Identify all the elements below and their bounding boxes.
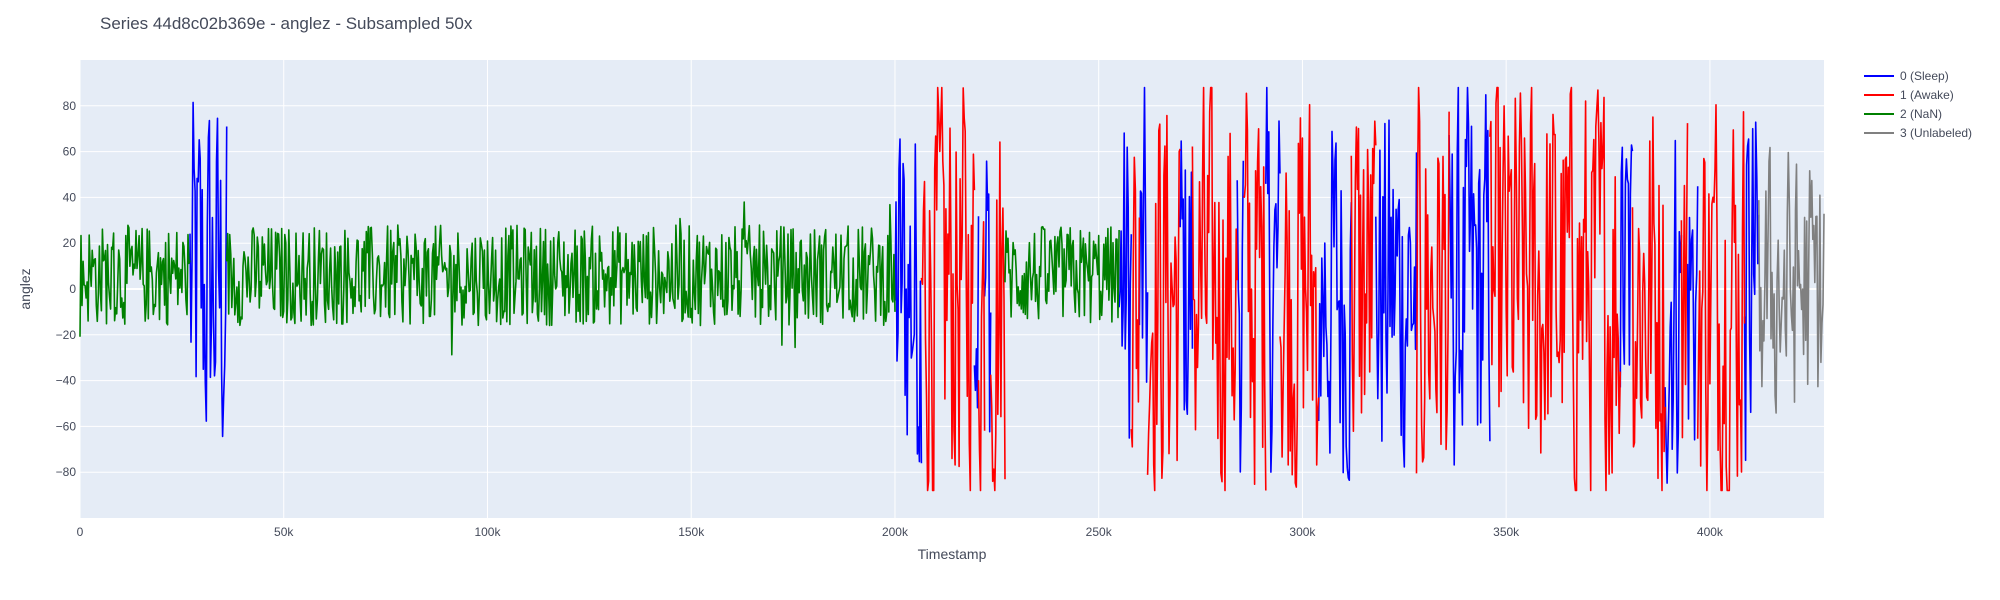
- series-layer: [79, 86, 1825, 492]
- series-line: [79, 224, 191, 337]
- y-tick-label: −20: [56, 328, 77, 342]
- x-tick-label: 200k: [882, 525, 909, 539]
- series-line: [973, 216, 980, 409]
- series-line: [1242, 92, 1267, 491]
- legend-item[interactable]: 3 (Unlabeled): [1864, 123, 1972, 142]
- y-tick-label: −40: [56, 374, 77, 388]
- series-line: [1448, 86, 1491, 466]
- x-tick-label: 0: [77, 525, 84, 539]
- series-line: [1686, 186, 1699, 441]
- legend-item[interactable]: 1 (Awake): [1864, 85, 1972, 104]
- series-line: [1265, 86, 1281, 473]
- x-tick-label: 100k: [474, 525, 501, 539]
- series-line: [1489, 86, 1622, 492]
- series-line: [1743, 121, 1760, 462]
- y-tick-label: −60: [56, 419, 77, 433]
- series-line: [1279, 103, 1320, 488]
- series-line: [1375, 119, 1418, 468]
- series-line: [894, 138, 923, 464]
- series-line: [1118, 132, 1133, 439]
- legend-label: 1 (Awake): [1900, 87, 1954, 102]
- x-tick-label: 350k: [1493, 525, 1520, 539]
- series-1: [920, 86, 1746, 492]
- x-tick-label: 400k: [1697, 525, 1724, 539]
- legend-item[interactable]: 0 (Sleep): [1864, 66, 1972, 85]
- series-line: [1664, 139, 1683, 484]
- series-line: [1631, 116, 1666, 492]
- series-line: [1236, 160, 1245, 473]
- x-tick-label: 250k: [1086, 525, 1113, 539]
- legend-item[interactable]: 2 (NaN): [1864, 104, 1972, 123]
- series-line: [1415, 86, 1450, 474]
- y-tick-label: 0: [69, 282, 76, 296]
- series-2: [79, 201, 1120, 356]
- chart-title: Series 44d8c02b369e - anglez - Subsample…: [100, 14, 473, 33]
- series-line: [1696, 104, 1746, 492]
- legend-label: 3 (Unlabeled): [1900, 125, 1973, 140]
- series-line: [1004, 225, 1120, 324]
- x-tick-label: 300k: [1289, 525, 1316, 539]
- legend: 0 (Sleep) 1 (Awake) 2 (NaN) 3 (Unlabeled): [1864, 66, 1972, 142]
- series-line: [1619, 144, 1634, 388]
- x-tick-label: 50k: [274, 525, 294, 539]
- series-line: [1179, 140, 1194, 416]
- y-tick-label: −80: [56, 465, 77, 479]
- series-line: [920, 86, 976, 492]
- x-axis-ticks: 0 50k 100k 150k 200k 250k 300k 350k 400k: [77, 525, 1724, 539]
- series-line: [1146, 114, 1181, 492]
- series-line: [189, 101, 228, 438]
- legend-swatch: [1864, 131, 1894, 134]
- x-axis-title: Timestamp: [918, 546, 987, 562]
- series-line: [1350, 120, 1377, 433]
- series-line: [989, 141, 1006, 492]
- y-axis-title: anglez: [17, 268, 33, 309]
- series-line: [1680, 123, 1689, 439]
- y-tick-label: 80: [63, 99, 77, 113]
- y-tick-label: 40: [63, 190, 77, 204]
- x-tick-label: 150k: [678, 525, 705, 539]
- series-0: [189, 86, 1760, 484]
- legend-swatch: [1864, 93, 1894, 96]
- y-tick-label: 60: [63, 145, 77, 159]
- series-line: [225, 201, 896, 356]
- legend-label: 0 (Sleep): [1900, 68, 1949, 83]
- series-line: [983, 160, 992, 433]
- series-line: [1317, 130, 1353, 482]
- series-line: [1191, 86, 1238, 492]
- series-line: [1138, 86, 1149, 383]
- series-line: [1130, 156, 1141, 448]
- y-axis-ticks: −80 −60 −40 −20 0 20 40 60 80: [56, 99, 77, 479]
- series-line: [1758, 146, 1825, 414]
- y-tick-label: 20: [63, 236, 77, 250]
- series-line: [977, 221, 986, 492]
- legend-label: 2 (NaN): [1900, 106, 1943, 121]
- legend-swatch: [1864, 74, 1894, 77]
- legend-swatch: [1864, 112, 1894, 115]
- series-3: [1758, 146, 1825, 414]
